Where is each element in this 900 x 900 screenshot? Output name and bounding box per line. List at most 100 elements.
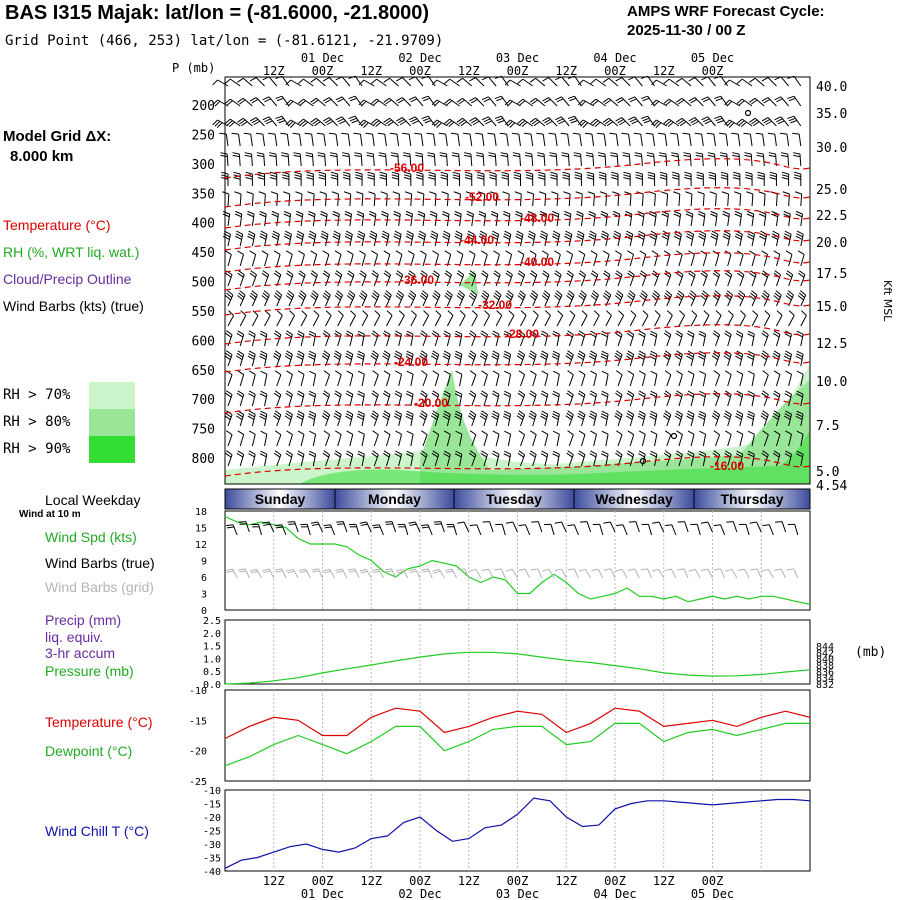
profile-wind-barb: [298, 270, 306, 287]
profile-wind-barb: [675, 117, 692, 127]
profile-wind-barb: [714, 95, 729, 107]
profile-wind-barb: [268, 132, 278, 147]
profile-wind-barb: [268, 152, 278, 167]
profile-wind-barb: [273, 290, 283, 307]
profile-wind-barb: [628, 76, 643, 87]
profile-wind-barb: [487, 132, 497, 147]
profile-wind-barb: [711, 410, 721, 427]
profile-wind-barb: [343, 191, 352, 207]
profile-wind-barb: [734, 210, 743, 227]
profile-wind-barb: [249, 290, 258, 307]
profile-wind-barb: [285, 250, 293, 267]
pressure-ytick: 838: [816, 661, 834, 672]
isotherm-line: [224, 324, 811, 345]
profile-wind-barb: [455, 370, 463, 387]
top-hour-label: 12Z: [555, 64, 577, 78]
profile-wind-barb: [297, 78, 314, 87]
profile-wind-barb: [651, 119, 667, 128]
profile-wind-barb: [566, 270, 574, 287]
profile-frame: [224, 76, 811, 485]
profile-wind-barb: [797, 290, 807, 307]
surface-wind-barb-grid: [311, 568, 323, 579]
profile-wind-barb: [320, 210, 328, 227]
profile-wind-barb: [456, 77, 473, 87]
profile-wind-barb: [746, 230, 756, 247]
surface-wind-barb-true: [664, 524, 677, 536]
profile-wind-barb: [476, 152, 485, 167]
weekday-label-thursday: Thursday: [720, 491, 783, 507]
weekday-label-tuesday: Tuesday: [486, 491, 542, 507]
profile-wind-barb: [391, 171, 400, 186]
profile-wind-barb: [772, 450, 781, 467]
profile-wind-barb: [341, 132, 351, 147]
precip-ytick: 1.5: [203, 642, 221, 653]
profile-wind-barb: [566, 450, 574, 467]
grid-point-label: Grid Point (466, 253) lat/lon = (-81.612…: [5, 33, 444, 49]
pressure-tick-label: 350: [192, 187, 215, 202]
profile-wind-barb: [666, 310, 673, 327]
profile-wind-barb: [761, 270, 769, 287]
profile-wind-barb: [323, 370, 331, 387]
profile-wind-barb: [641, 310, 649, 327]
profile-wind-barb: [586, 171, 595, 186]
profile-wind-barb: [672, 171, 680, 186]
surface-wind-barb-true: [505, 521, 518, 533]
profile-wind-barb: [322, 270, 331, 287]
profile-wind-barb: [621, 132, 631, 147]
profile-wind-barb: [566, 250, 574, 267]
profile-wind-barb: [785, 430, 793, 447]
pressure-tick-label: 750: [192, 423, 215, 438]
profile-wind-barb: [552, 430, 560, 447]
profile-wind-barb: [292, 132, 302, 147]
profile-wind-barb: [297, 390, 305, 407]
profile-wind-barb: [714, 115, 729, 127]
profile-wind-barb: [321, 350, 331, 367]
profile-wind-barb: [501, 171, 509, 186]
page-title: BAS I315 Majak: lat/lon = (-81.6000, -21…: [5, 2, 430, 24]
profile-wind-barb: [274, 430, 282, 447]
profile-wind-barb: [273, 330, 282, 347]
profile-wind-barb: [243, 132, 253, 147]
profile-wind-barb: [430, 350, 440, 367]
profile-wind-barb: [421, 95, 436, 107]
profile-wind-barb: [587, 191, 595, 207]
profile-wind-barb: [260, 370, 268, 387]
profile-wind-barb: [221, 171, 229, 186]
model-grid-value: 8.000 km: [10, 148, 74, 165]
profile-wind-barb: [356, 191, 364, 207]
profile-wind-barb: [348, 75, 363, 87]
profile-wind-barb: [454, 410, 463, 427]
profile-wind-barb: [295, 191, 303, 207]
chill-ytick: -25: [203, 827, 221, 838]
surface-wind-barb-grid: [567, 568, 579, 579]
profile-wind-barb: [602, 290, 612, 307]
profile-wind-barb: [758, 210, 767, 227]
profile-wind-barb: [358, 119, 375, 128]
bottom-hour-label: 12Z: [555, 874, 577, 888]
profile-wind-barb: [417, 191, 425, 207]
profile-wind-barb: [774, 76, 790, 87]
profile-wind-barb: [345, 410, 354, 427]
profile-wind-barb: [563, 210, 572, 227]
profile-wind-barb: [348, 115, 363, 127]
profile-wind-barb: [319, 191, 327, 207]
profile-wind-barb: [554, 290, 563, 307]
profile-wind-barb: [601, 390, 609, 407]
bottom-hour-label: 00Z: [312, 874, 334, 888]
profile-wind-barb: [537, 171, 546, 186]
profile-wind-barb: [541, 290, 551, 307]
profile-wind-barb: [465, 191, 474, 207]
profile-wind-barb: [650, 370, 658, 387]
profile-wind-barb: [443, 430, 451, 447]
profile-wind-barb: [515, 210, 523, 227]
profile-wind-barb: [638, 330, 646, 347]
surface-wind-barb-grid: [688, 568, 701, 579]
profile-wind-barb: [443, 370, 451, 387]
profile-wind-barb: [480, 250, 488, 267]
profile-wind-barb: [537, 152, 546, 167]
p-axis-label: P (mb): [172, 61, 215, 75]
profile-wind-barb: [293, 152, 302, 167]
profile-wind-barb: [663, 390, 672, 407]
profile-wind-barb: [694, 132, 704, 147]
precip-ytick: 1.0: [203, 654, 221, 665]
